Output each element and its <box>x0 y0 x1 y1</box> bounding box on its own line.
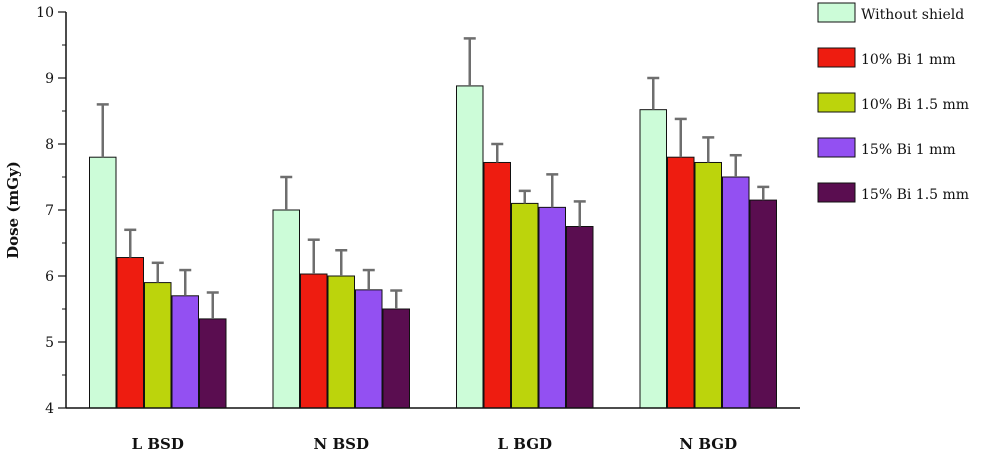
y-tick-label: 10 <box>36 5 54 21</box>
bar <box>566 226 594 409</box>
bar <box>382 308 410 409</box>
y-tick-label: 6 <box>45 269 54 285</box>
bar <box>456 85 484 409</box>
bar <box>89 156 117 409</box>
bar <box>355 289 383 409</box>
y-tick-label: 8 <box>45 137 54 153</box>
bar <box>749 199 777 409</box>
bar <box>511 202 539 409</box>
bar <box>694 161 722 409</box>
legend-swatch <box>817 137 856 158</box>
bar <box>538 206 566 409</box>
y-axis-title: Dose (mGy) <box>4 161 22 259</box>
axes: L BSD N BSD L BGD N BGD <box>65 12 800 453</box>
bar <box>171 295 199 409</box>
legend-swatch <box>817 182 856 203</box>
legend-label: Without shield <box>861 7 964 23</box>
bar <box>199 318 227 409</box>
legend-label: 15% Bi 1.5 mm <box>861 187 969 203</box>
bar <box>144 282 172 409</box>
y-tick-label: 4 <box>45 401 54 417</box>
bar <box>116 257 144 409</box>
bar <box>667 156 695 409</box>
bar <box>327 275 355 409</box>
bars <box>89 37 777 409</box>
bar <box>483 161 511 409</box>
bar <box>722 176 750 409</box>
bar <box>272 209 300 409</box>
legend-label: 15% Bi 1 mm <box>861 142 956 158</box>
legend-swatch <box>817 47 856 68</box>
y-tick-label: 5 <box>45 335 54 351</box>
x-category-label: L BGD <box>497 435 552 453</box>
y-axis-ticks: 4 5 6 7 8 9 10 <box>36 5 66 417</box>
bar <box>300 273 328 409</box>
x-category-label: L BSD <box>132 435 184 453</box>
y-tick-label: 9 <box>45 71 54 87</box>
legend: Without shield 10% Bi 1 mm 10% Bi 1.5 mm 15… <box>817 2 969 203</box>
legend-swatch <box>817 92 856 113</box>
legend-label: 10% Bi 1.5 mm <box>861 97 969 113</box>
legend-label: 10% Bi 1 mm <box>861 52 956 68</box>
legend-swatch <box>817 2 856 23</box>
bar <box>639 109 667 409</box>
x-category-label: N BSD <box>314 435 369 453</box>
y-tick-label: 7 <box>45 203 54 219</box>
x-category-label: N BGD <box>679 435 737 453</box>
